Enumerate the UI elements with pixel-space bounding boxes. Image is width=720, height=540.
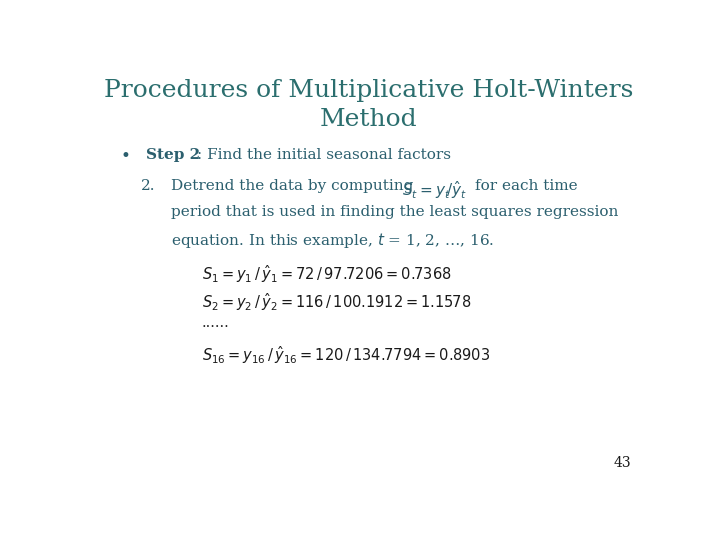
Text: $S_t = y_t\!/\hat{y}_t$: $S_t = y_t\!/\hat{y}_t$: [402, 179, 467, 201]
Text: ......: ......: [202, 316, 230, 330]
Text: 2.: 2.: [141, 179, 156, 193]
Text: period that is used in finding the least squares regression: period that is used in finding the least…: [171, 205, 618, 219]
Text: $S_1 = y_1 \,/\, \hat{y}_1 = 72\,/\,97.7206 = 0.7368$: $S_1 = y_1 \,/\, \hat{y}_1 = 72\,/\,97.7…: [202, 264, 451, 285]
Text: Detrend the data by computing: Detrend the data by computing: [171, 179, 413, 193]
Text: 43: 43: [613, 456, 631, 470]
Text: •: •: [121, 148, 130, 165]
Text: $S_2 = y_2 \,/\, \hat{y}_2 = 116\,/\,100.1912 = 1.1578$: $S_2 = y_2 \,/\, \hat{y}_2 = 116\,/\,100…: [202, 292, 471, 313]
Text: for each time: for each time: [475, 179, 577, 193]
Text: equation. In this example, $t$ = 1, 2, …, 16.: equation. In this example, $t$ = 1, 2, ……: [171, 231, 494, 250]
Text: Step 2: Step 2: [145, 148, 200, 162]
Text: $S_{16} = y_{16} \,/\, \hat{y}_{16} = 120\,/\,134.7794 = 0.8903$: $S_{16} = y_{16} \,/\, \hat{y}_{16} = 12…: [202, 344, 490, 366]
Text: Method: Method: [320, 109, 418, 131]
Text: : Find the initial seasonal factors: : Find the initial seasonal factors: [197, 148, 451, 162]
Text: Procedures of Multiplicative Holt-Winters: Procedures of Multiplicative Holt-Winter…: [104, 79, 634, 103]
